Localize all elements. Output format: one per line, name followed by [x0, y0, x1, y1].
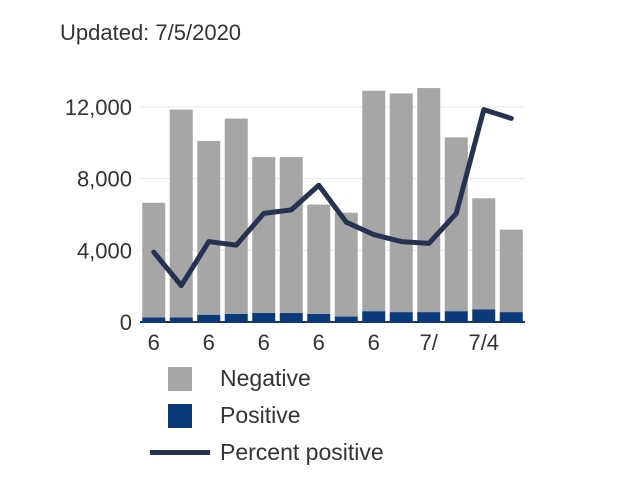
- positive-bar: [472, 309, 496, 322]
- positive-bar: [169, 317, 193, 322]
- negative-bar: [252, 157, 276, 314]
- negative-bar: [334, 212, 358, 317]
- x-tick-label: 6: [148, 330, 160, 355]
- y-tick-label: 0: [120, 310, 132, 335]
- negative-bar: [499, 229, 523, 313]
- y-axis-ticks: 0 4,000 8,000 12,000: [65, 95, 132, 335]
- negative-bar: [417, 88, 441, 313]
- negative-bar: [224, 118, 248, 314]
- positive-bar: [224, 313, 248, 322]
- bars: [140, 88, 525, 323]
- x-tick-label: 6: [313, 330, 325, 355]
- negative-bar: [169, 109, 193, 318]
- negative-bar: [472, 198, 496, 310]
- negative-bar: [362, 90, 386, 312]
- positive-bar: [362, 311, 386, 322]
- y-tick-label: 4,000: [77, 238, 132, 263]
- positive-bar: [389, 312, 413, 322]
- positive-bar: [279, 313, 303, 322]
- updated-timestamp: Updated: 7/5/2020: [60, 20, 242, 45]
- legend-label-percent-positive: Percent positive: [220, 439, 384, 465]
- percent-positive-line-group: [151, 107, 514, 289]
- x-tick-label: 7/4: [468, 330, 499, 355]
- y-tick-label: 12,000: [65, 95, 132, 120]
- negative-bar: [279, 157, 303, 314]
- x-tick-label: 6: [368, 330, 380, 355]
- positive-bar: [197, 314, 221, 322]
- positive-bar: [252, 313, 276, 322]
- negative-bar: [307, 204, 331, 314]
- negative-bar: [389, 93, 413, 313]
- positive-bar: [444, 311, 468, 322]
- y-tick-label: 8,000: [77, 167, 132, 192]
- negative-bar: [444, 137, 468, 312]
- x-tick-label: 6: [258, 330, 270, 355]
- legend-item-negative: Negative: [150, 360, 384, 397]
- negative-swatch: [168, 366, 192, 391]
- x-axis-ticks: 6 6 6 6 6 7/7/4: [148, 330, 499, 355]
- negative-bar: [142, 202, 166, 318]
- positive-bar: [499, 312, 523, 322]
- positive-bar: [417, 312, 441, 322]
- percent-positive-line: [151, 107, 514, 289]
- x-tick-label: 7/: [420, 330, 439, 355]
- legend-label-positive: Positive: [220, 402, 301, 428]
- positive-bar: [307, 313, 331, 322]
- percent-positive-swatch: [150, 450, 210, 455]
- legend-item-percent-positive: Percent positive: [150, 434, 384, 471]
- legend: Negative Positive Percent positive: [150, 360, 384, 471]
- positive-bar: [142, 317, 166, 322]
- positive-bar: [334, 316, 358, 322]
- legend-label-negative: Negative: [220, 365, 311, 391]
- positive-swatch: [168, 403, 192, 428]
- x-tick-label: 6: [203, 330, 215, 355]
- legend-item-positive: Positive: [150, 397, 384, 434]
- negative-bar: [197, 140, 221, 315]
